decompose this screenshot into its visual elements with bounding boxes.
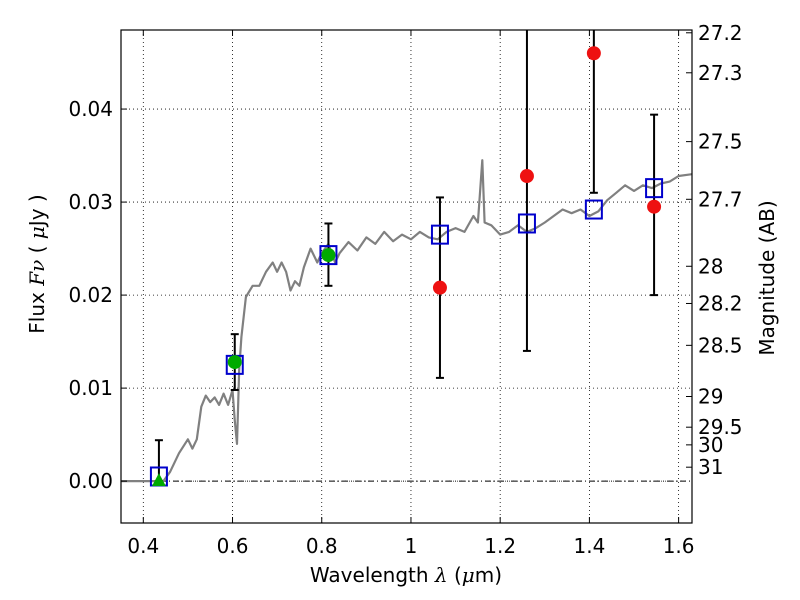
x-axis-title-part: μ (462, 563, 475, 587)
y-tick-label: 0.04 (68, 97, 113, 121)
x-tick-label: 0.4 (127, 534, 159, 558)
photometry-square (584, 199, 603, 220)
photometry-square (517, 213, 536, 234)
flux-point (586, 46, 601, 61)
flux-point (227, 355, 242, 370)
y-axis-title-part: ( (25, 239, 49, 260)
right-tick-label: 31 (698, 455, 723, 479)
right-tick-label: 27.7 (698, 187, 743, 211)
right-tick-label: 27.5 (698, 130, 743, 154)
right-tick-label: 29.5 (698, 415, 743, 439)
plot-frame (120, 29, 693, 524)
flux-point (647, 199, 662, 214)
x-axis-title-part: λ (434, 563, 448, 587)
photometry-square (430, 224, 449, 245)
x-axis-title-part: ( (448, 563, 462, 587)
photometry-square (645, 178, 664, 199)
upper-limit-marker (151, 473, 166, 487)
right-tick-label: 29 (698, 384, 723, 408)
flux-point (519, 169, 534, 184)
flux-point (432, 280, 447, 295)
y-axis-title-part: Flux (25, 286, 49, 334)
y-axis-title-part: Jy ) (25, 194, 49, 228)
y-axis-title: Flux Fν ( μJy ) (25, 194, 49, 333)
right-tick-label: 27.2 (698, 21, 743, 45)
x-tick-label: 1 (405, 534, 418, 558)
plot-inner (121, 30, 692, 487)
axis-ticks: 0.4 0.6 0.8 1 1.2 1.4 1.6 0.00 0.01 0.02 0.03 0.04 2… (68, 21, 742, 558)
right-tick-label: 28.2 (698, 291, 743, 315)
right-tick-label: 28.5 (698, 333, 743, 357)
y-tick-label: 0.01 (68, 376, 113, 400)
x-tick-label: 1.6 (663, 534, 695, 558)
right-tick-label: 28 (698, 254, 723, 278)
y-tick-label: 0.00 (68, 469, 113, 493)
x-tick-label: 1.4 (573, 534, 605, 558)
x-tick-label: 1.2 (484, 534, 516, 558)
x-tick-label: 0.6 (217, 534, 249, 558)
y-tick-label: 0.02 (68, 283, 113, 307)
x-tick-label: 0.8 (306, 534, 338, 558)
plot-area (121, 30, 692, 487)
grid (121, 30, 692, 523)
right-axis-title: Magnitude (AB) (755, 200, 779, 355)
y-axis-title-part: Fν (25, 260, 49, 287)
x-axis-title-part: Wavelength (310, 563, 435, 587)
right-tick-label: 30 (698, 433, 723, 457)
flux-point (321, 248, 336, 263)
y-axis-title-part: μ (25, 226, 49, 239)
spectrum-line (121, 159, 692, 483)
x-axis-title-part: m) (475, 563, 502, 587)
right-tick-label: 27.3 (698, 61, 743, 85)
photometry-square (319, 245, 338, 266)
y-tick-label: 0.03 (68, 190, 113, 214)
x-axis-title: Wavelength λ (μm) (310, 563, 502, 587)
